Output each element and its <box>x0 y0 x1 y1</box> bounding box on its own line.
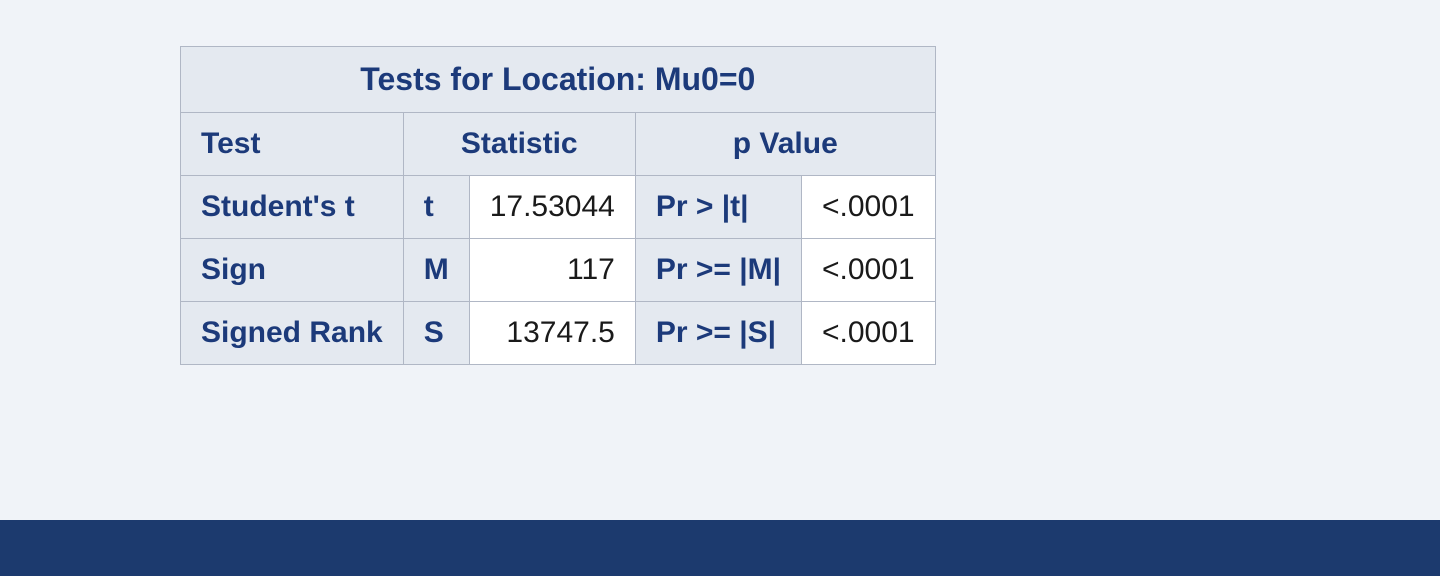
location-tests-table: Tests for Location: Mu0=0 Test Statistic… <box>180 46 936 365</box>
p-label: Pr >= |M| <box>635 239 801 302</box>
p-value: <.0001 <box>802 302 936 365</box>
col-header-pvalue: p Value <box>635 113 935 176</box>
table-header-row: Test Statistic p Value <box>181 113 936 176</box>
bottom-band <box>0 520 1440 576</box>
stat-value: 13747.5 <box>469 302 635 365</box>
row-name: Sign <box>181 239 404 302</box>
table-title: Tests for Location: Mu0=0 <box>181 47 936 113</box>
stat-symbol: S <box>403 302 469 365</box>
location-tests-table-container: Tests for Location: Mu0=0 Test Statistic… <box>180 46 936 365</box>
p-value: <.0001 <box>802 176 936 239</box>
p-value: <.0001 <box>802 239 936 302</box>
p-label: Pr >= |S| <box>635 302 801 365</box>
stat-symbol: t <box>403 176 469 239</box>
col-header-statistic: Statistic <box>403 113 635 176</box>
stat-value: 117 <box>469 239 635 302</box>
table-row: Signed Rank S 13747.5 Pr >= |S| <.0001 <box>181 302 936 365</box>
row-name: Student's t <box>181 176 404 239</box>
table-row: Sign M 117 Pr >= |M| <.0001 <box>181 239 936 302</box>
row-name: Signed Rank <box>181 302 404 365</box>
p-label: Pr > |t| <box>635 176 801 239</box>
col-header-test: Test <box>181 113 404 176</box>
stat-symbol: M <box>403 239 469 302</box>
table-row: Student's t t 17.53044 Pr > |t| <.0001 <box>181 176 936 239</box>
table-title-row: Tests for Location: Mu0=0 <box>181 47 936 113</box>
stat-value: 17.53044 <box>469 176 635 239</box>
